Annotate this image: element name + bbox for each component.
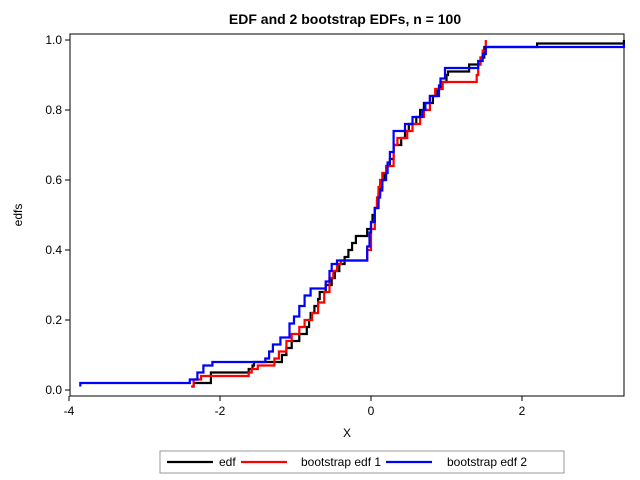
series-layer: [79, 40, 625, 388]
legend-label-bootstrap-edf-1: bootstrap edf 1: [301, 455, 381, 469]
legend-label-edf: edf: [219, 455, 236, 469]
x-axis-label: X: [343, 426, 351, 440]
x-tick-label: -2: [215, 404, 226, 418]
plot-area: [69, 33, 625, 397]
series-line-bootstrap-edf-2: [79, 43, 625, 387]
legend-box: [159, 450, 565, 474]
y-tick-label: 0.0: [45, 383, 62, 397]
y-tick-label: 0.2: [45, 313, 62, 327]
x-axis: -4 -2 0 2: [64, 396, 526, 418]
series-line-bootstrap-edf-1: [191, 40, 487, 388]
y-tick-label: 0.4: [45, 243, 62, 257]
series-line-edf: [191, 40, 625, 388]
y-tick-label: 0.6: [45, 173, 62, 187]
y-tick-label: 1.0: [45, 33, 62, 47]
x-tick-label: -4: [64, 404, 75, 418]
y-tick-label: 0.8: [45, 103, 62, 117]
y-axis: 0.0 0.2 0.4 0.6 0.8 1.0: [45, 33, 70, 397]
chart-title: EDF and 2 bootstrap EDFs, n = 100: [229, 11, 461, 27]
legend: edf bootstrap edf 1 bootstrap edf 2: [159, 450, 565, 474]
y-axis-label: edfs: [11, 204, 25, 227]
legend-label-bootstrap-edf-2: bootstrap edf 2: [447, 455, 527, 469]
x-tick-label: 2: [519, 404, 526, 418]
x-tick-label: 0: [368, 404, 375, 418]
